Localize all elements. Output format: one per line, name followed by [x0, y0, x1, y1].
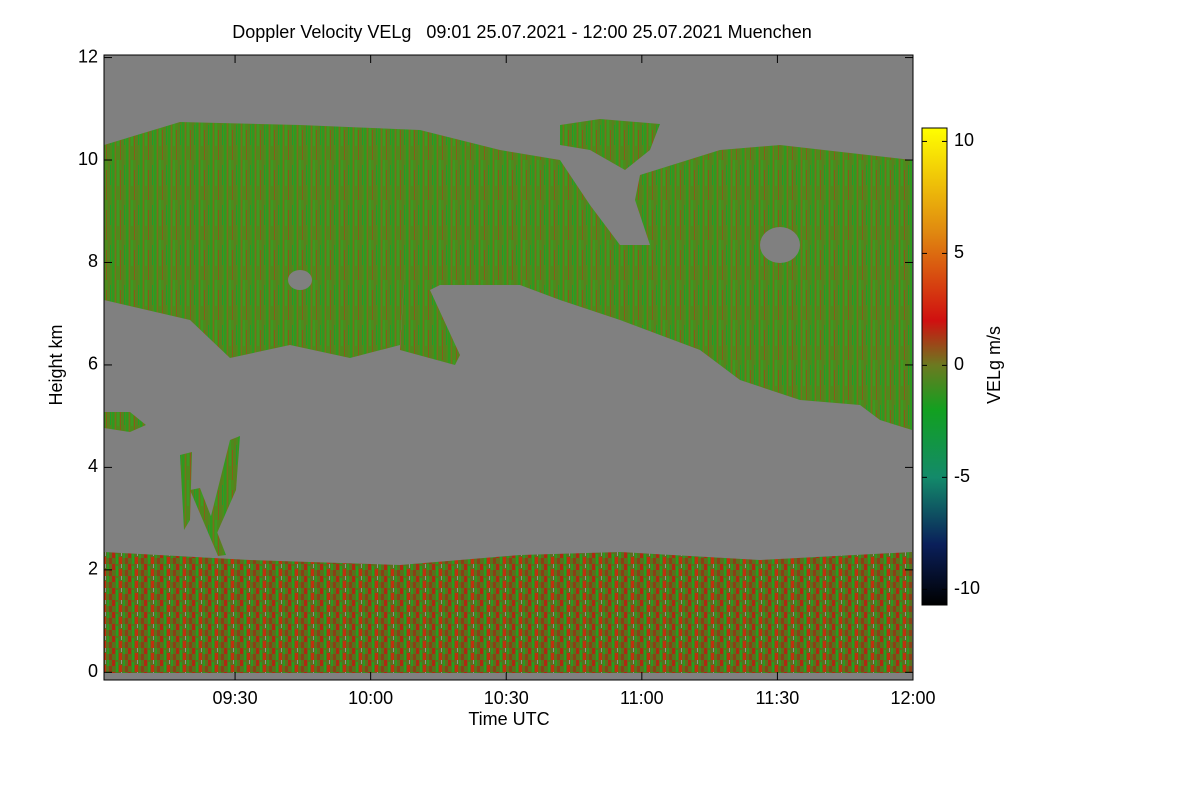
x-tick-label: 10:30: [484, 688, 529, 708]
colorbar: [921, 127, 948, 606]
x-tick-label: 10:00: [348, 688, 393, 708]
chart-title: Doppler Velocity VELg 09:01 25.07.2021 -…: [232, 22, 811, 42]
colorbar-tick-label: 5: [954, 242, 964, 262]
y-tick-label: 2: [88, 559, 98, 579]
cloud-small: [560, 119, 660, 170]
y-tick-label: 10: [78, 149, 98, 169]
x-tick-label: 12:00: [890, 688, 935, 708]
cloud-gap: [760, 227, 800, 263]
y-tick-label: 8: [88, 251, 98, 271]
colorbar-tick-label: 10: [954, 130, 974, 150]
virga: [180, 452, 192, 530]
plot-frame: [103, 54, 914, 681]
x-tick-label: 11:30: [756, 688, 800, 708]
y-tick-label: 0: [88, 661, 98, 681]
cloud-fragment: [104, 412, 146, 432]
colorbar-tick-label: 0: [954, 354, 964, 374]
velocity-field: [104, 119, 912, 673]
boundary-layer: [104, 552, 912, 673]
x-tick-label: 09:30: [213, 688, 258, 708]
virga: [190, 488, 226, 556]
x-tick-label: 11:00: [620, 688, 664, 708]
y-tick-label: 4: [88, 456, 98, 476]
colorbar-label: VELg m/s: [984, 326, 1004, 404]
cloud-gap: [288, 270, 312, 290]
x-axis-label: Time UTC: [468, 709, 549, 729]
y-tick-label: 12: [78, 46, 98, 66]
cloud-upper: [104, 122, 912, 430]
y-axis-label: Height km: [46, 324, 66, 405]
virga: [210, 436, 240, 540]
colorbar-tick-label: -5: [954, 466, 970, 486]
colorbar-tick-label: -10: [954, 578, 980, 598]
y-tick-label: 6: [88, 354, 98, 374]
